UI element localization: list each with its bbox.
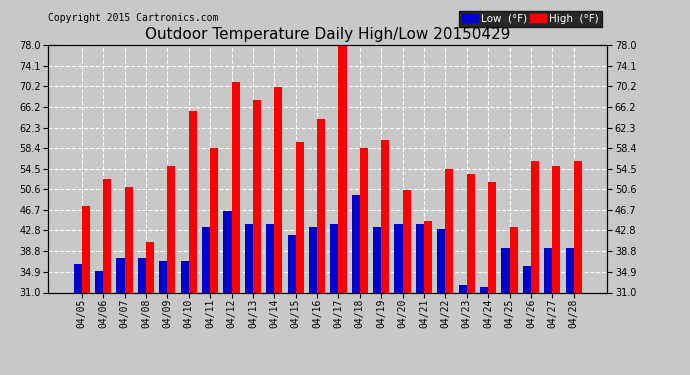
Bar xyxy=(352,195,359,375)
Bar xyxy=(395,224,402,375)
Bar xyxy=(168,166,175,375)
Bar xyxy=(82,206,90,375)
Bar xyxy=(437,229,445,375)
Bar xyxy=(488,182,496,375)
Bar xyxy=(331,224,338,375)
Bar xyxy=(296,142,304,375)
Bar xyxy=(253,100,261,375)
Bar xyxy=(459,285,466,375)
Bar xyxy=(189,111,197,375)
Bar xyxy=(95,272,104,375)
Bar xyxy=(466,174,475,375)
Bar xyxy=(266,224,275,375)
Title: Outdoor Temperature Daily High/Low 20150429: Outdoor Temperature Daily High/Low 20150… xyxy=(145,27,511,42)
Bar xyxy=(402,190,411,375)
Bar xyxy=(104,179,111,375)
Bar xyxy=(125,187,132,375)
Bar xyxy=(523,266,531,375)
Bar xyxy=(181,261,189,375)
Bar xyxy=(232,82,239,375)
Bar xyxy=(74,264,82,375)
Bar xyxy=(245,224,253,375)
Bar xyxy=(146,243,154,375)
Legend: Low  (°F), High  (°F): Low (°F), High (°F) xyxy=(460,10,602,27)
Bar xyxy=(373,226,381,375)
Bar xyxy=(359,148,368,375)
Bar xyxy=(159,261,168,375)
Bar xyxy=(288,235,296,375)
Bar xyxy=(138,258,146,375)
Bar xyxy=(202,226,210,375)
Bar xyxy=(566,248,573,375)
Bar xyxy=(416,224,424,375)
Bar xyxy=(317,119,325,375)
Bar xyxy=(224,211,232,375)
Bar xyxy=(381,140,389,375)
Text: Copyright 2015 Cartronics.com: Copyright 2015 Cartronics.com xyxy=(48,13,219,23)
Bar xyxy=(531,161,539,375)
Bar xyxy=(338,42,346,375)
Bar xyxy=(445,169,453,375)
Bar xyxy=(309,226,317,375)
Bar xyxy=(573,161,582,375)
Bar xyxy=(502,248,509,375)
Bar xyxy=(275,87,282,375)
Bar xyxy=(509,226,518,375)
Bar xyxy=(117,258,125,375)
Bar xyxy=(544,248,552,375)
Bar xyxy=(424,221,432,375)
Bar xyxy=(210,148,218,375)
Bar xyxy=(480,287,488,375)
Bar xyxy=(552,166,560,375)
